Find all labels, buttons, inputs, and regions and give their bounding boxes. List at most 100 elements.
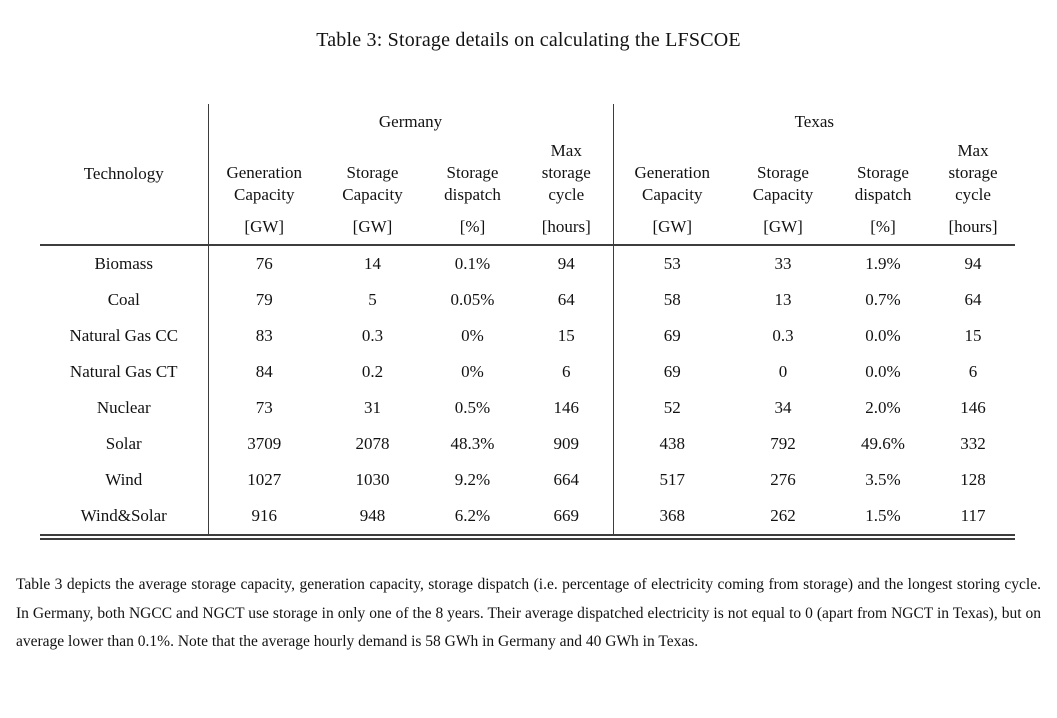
cell-de-storage-dispatch: 6.2% bbox=[454, 506, 491, 525]
cell-tx-generation: 368 bbox=[659, 506, 686, 525]
group-header-row: Technology Germany Texas bbox=[40, 104, 1015, 246]
tx-max-storage-cycle-header: Max storage cycle bbox=[931, 140, 1015, 210]
de-storage-capacity-unit: [GW] bbox=[320, 210, 425, 246]
tx-storage-capacity-header: Storage Capacity bbox=[731, 140, 835, 210]
row-technology: Wind bbox=[40, 462, 209, 498]
cell-de-generation: 916 bbox=[251, 506, 278, 525]
table-caption: Table 3 depicts the average storage capa… bbox=[16, 576, 1041, 650]
cell-de-storage-capacity: 31 bbox=[364, 398, 381, 417]
units-row: [GW] [GW] [%] [hours] [GW] [GW] [%] [hou… bbox=[40, 210, 1016, 246]
table-row-coal: Coal 79 5 0.05% 64 58 13 0.7% 64 bbox=[40, 282, 1015, 318]
tx-storage-dispatch-header: Storage dispatch bbox=[835, 140, 931, 210]
column-names-row: Generation Capacity Storage Capacity Sto… bbox=[40, 140, 1015, 210]
cell-de-generation: 84 bbox=[255, 362, 273, 381]
row-technology: Nuclear bbox=[40, 390, 209, 426]
tx-storage-capacity-unit: [GW] bbox=[731, 210, 836, 246]
cell-de-generation: 79 bbox=[255, 290, 273, 309]
de-storage-dispatch-header: Storage dispatch bbox=[425, 140, 520, 210]
tx-storage-dispatch-unit: [%] bbox=[835, 210, 932, 246]
germany-group-header: Germany bbox=[208, 104, 614, 140]
header-line-1: Max bbox=[550, 141, 582, 160]
cell-tx-storage-capacity: 0 bbox=[778, 362, 788, 381]
cell-de-storage-dispatch: 0% bbox=[461, 326, 484, 345]
cell-de-generation: 73 bbox=[255, 398, 273, 417]
row-technology: Solar bbox=[40, 426, 209, 462]
cell-de-generation: 83 bbox=[255, 326, 273, 345]
de-max-cycle-unit: [hours] bbox=[520, 210, 614, 246]
cell-tx-generation: 69 bbox=[663, 326, 681, 345]
cell-tx-max-cycle: 128 bbox=[960, 470, 986, 489]
cell-de-storage-dispatch: 9.2% bbox=[454, 470, 491, 489]
cell-de-storage-capacity: 1030 bbox=[355, 470, 390, 489]
table-body: Biomass 76 14 0.1% 94 53 33 1.9% 94 Coal… bbox=[40, 245, 1015, 537]
cell-tx-storage-capacity: 33 bbox=[774, 254, 792, 273]
tx-max-cycle-unit: [hours] bbox=[931, 210, 1016, 246]
table-row-natural-gas-ct: Natural Gas CT 84 0.2 0% 6 69 0 0.0% 6 bbox=[40, 354, 1015, 390]
cell-de-generation: 1027 bbox=[247, 470, 282, 489]
header-line-2: storage bbox=[948, 163, 998, 182]
cell-tx-storage-dispatch: 3.5% bbox=[865, 470, 901, 489]
cell-tx-max-cycle: 15 bbox=[964, 326, 982, 345]
table-row-wind-and-solar: Wind&Solar 916 948 6.2% 669 368 262 1.5%… bbox=[40, 498, 1015, 537]
header-line-1: Storage bbox=[857, 163, 909, 182]
header-line-2: dispatch bbox=[444, 185, 501, 204]
cell-tx-storage-dispatch: 0.0% bbox=[865, 362, 901, 381]
cell-de-max-cycle: 94 bbox=[520, 245, 614, 282]
cell-tx-storage-capacity: 13 bbox=[774, 290, 792, 309]
cell-de-max-cycle: 669 bbox=[520, 498, 614, 537]
table-row-nuclear: Nuclear 73 31 0.5% 146 52 34 2.0% 146 bbox=[40, 390, 1015, 426]
header-line-2: storage bbox=[541, 163, 591, 182]
cell-tx-storage-dispatch: 0.7% bbox=[865, 290, 901, 309]
header-line-1: Storage bbox=[346, 163, 399, 182]
cell-tx-storage-capacity: 276 bbox=[770, 470, 796, 489]
cell-tx-storage-capacity: 0.3 bbox=[772, 326, 794, 345]
header-line-1: Storage bbox=[446, 163, 499, 182]
tx-generation-unit: [GW] bbox=[613, 210, 732, 246]
cell-tx-storage-dispatch: 1.5% bbox=[865, 506, 901, 525]
cell-tx-storage-dispatch: 2.0% bbox=[865, 398, 901, 417]
de-storage-capacity-header: Storage Capacity bbox=[320, 140, 425, 210]
cell-de-max-cycle: 6 bbox=[520, 354, 614, 390]
cell-tx-max-cycle: 94 bbox=[964, 254, 982, 273]
cell-tx-generation: 438 bbox=[659, 434, 686, 453]
de-generation-capacity-header: Generation Capacity bbox=[208, 140, 320, 210]
header-line-2: Capacity bbox=[752, 185, 814, 204]
cell-tx-storage-dispatch: 1.9% bbox=[865, 254, 901, 273]
de-storage-dispatch-unit: [%] bbox=[425, 210, 520, 246]
cell-de-storage-dispatch: 0.05% bbox=[450, 290, 495, 309]
cell-de-max-cycle: 146 bbox=[520, 390, 614, 426]
cell-de-storage-dispatch: 0.5% bbox=[454, 398, 491, 417]
cell-de-generation: 3709 bbox=[247, 434, 282, 453]
cell-de-storage-dispatch: 0% bbox=[461, 362, 484, 381]
cell-de-max-cycle: 15 bbox=[520, 318, 614, 354]
table-row-wind: Wind 1027 1030 9.2% 664 517 276 3.5% 128 bbox=[40, 462, 1015, 498]
cell-de-storage-dispatch: 48.3% bbox=[450, 434, 495, 453]
de-max-storage-cycle-header: Max storage cycle bbox=[520, 140, 614, 210]
header-line-1: Generation bbox=[226, 163, 303, 182]
row-technology: Coal bbox=[40, 282, 209, 318]
cell-tx-storage-dispatch: 49.6% bbox=[861, 434, 905, 453]
cell-de-generation: 76 bbox=[255, 254, 273, 273]
header-line-2: dispatch bbox=[854, 185, 912, 204]
cell-tx-max-cycle: 332 bbox=[960, 434, 986, 453]
table-row-natural-gas-cc: Natural Gas CC 83 0.3 0% 15 69 0.3 0.0% … bbox=[40, 318, 1015, 354]
header-line-2: Capacity bbox=[642, 185, 703, 204]
technology-column-header: Technology bbox=[40, 104, 209, 246]
cell-de-storage-dispatch: 0.1% bbox=[454, 254, 491, 273]
header-line-3: cycle bbox=[955, 185, 991, 204]
cell-de-max-cycle: 64 bbox=[520, 282, 614, 318]
row-technology: Natural Gas CC bbox=[40, 318, 209, 354]
cell-tx-storage-dispatch: 0.0% bbox=[865, 326, 901, 345]
cell-tx-max-cycle: 6 bbox=[968, 362, 978, 381]
cell-de-storage-capacity: 0.3 bbox=[361, 326, 384, 345]
header-line-1: Storage bbox=[757, 163, 809, 182]
table-header: Technology Germany Texas Generation Capa… bbox=[40, 104, 1016, 246]
cell-tx-max-cycle: 146 bbox=[960, 398, 986, 417]
storage-details-table: Technology Germany Texas Generation Capa… bbox=[40, 104, 1016, 540]
cell-de-storage-capacity: 0.2 bbox=[361, 362, 384, 381]
tx-generation-capacity-header: Generation Capacity bbox=[613, 140, 731, 210]
header-line-3: cycle bbox=[548, 185, 585, 204]
header-line-1: Max bbox=[957, 141, 989, 160]
cell-tx-max-cycle: 117 bbox=[960, 506, 986, 525]
cell-tx-storage-capacity: 34 bbox=[774, 398, 792, 417]
